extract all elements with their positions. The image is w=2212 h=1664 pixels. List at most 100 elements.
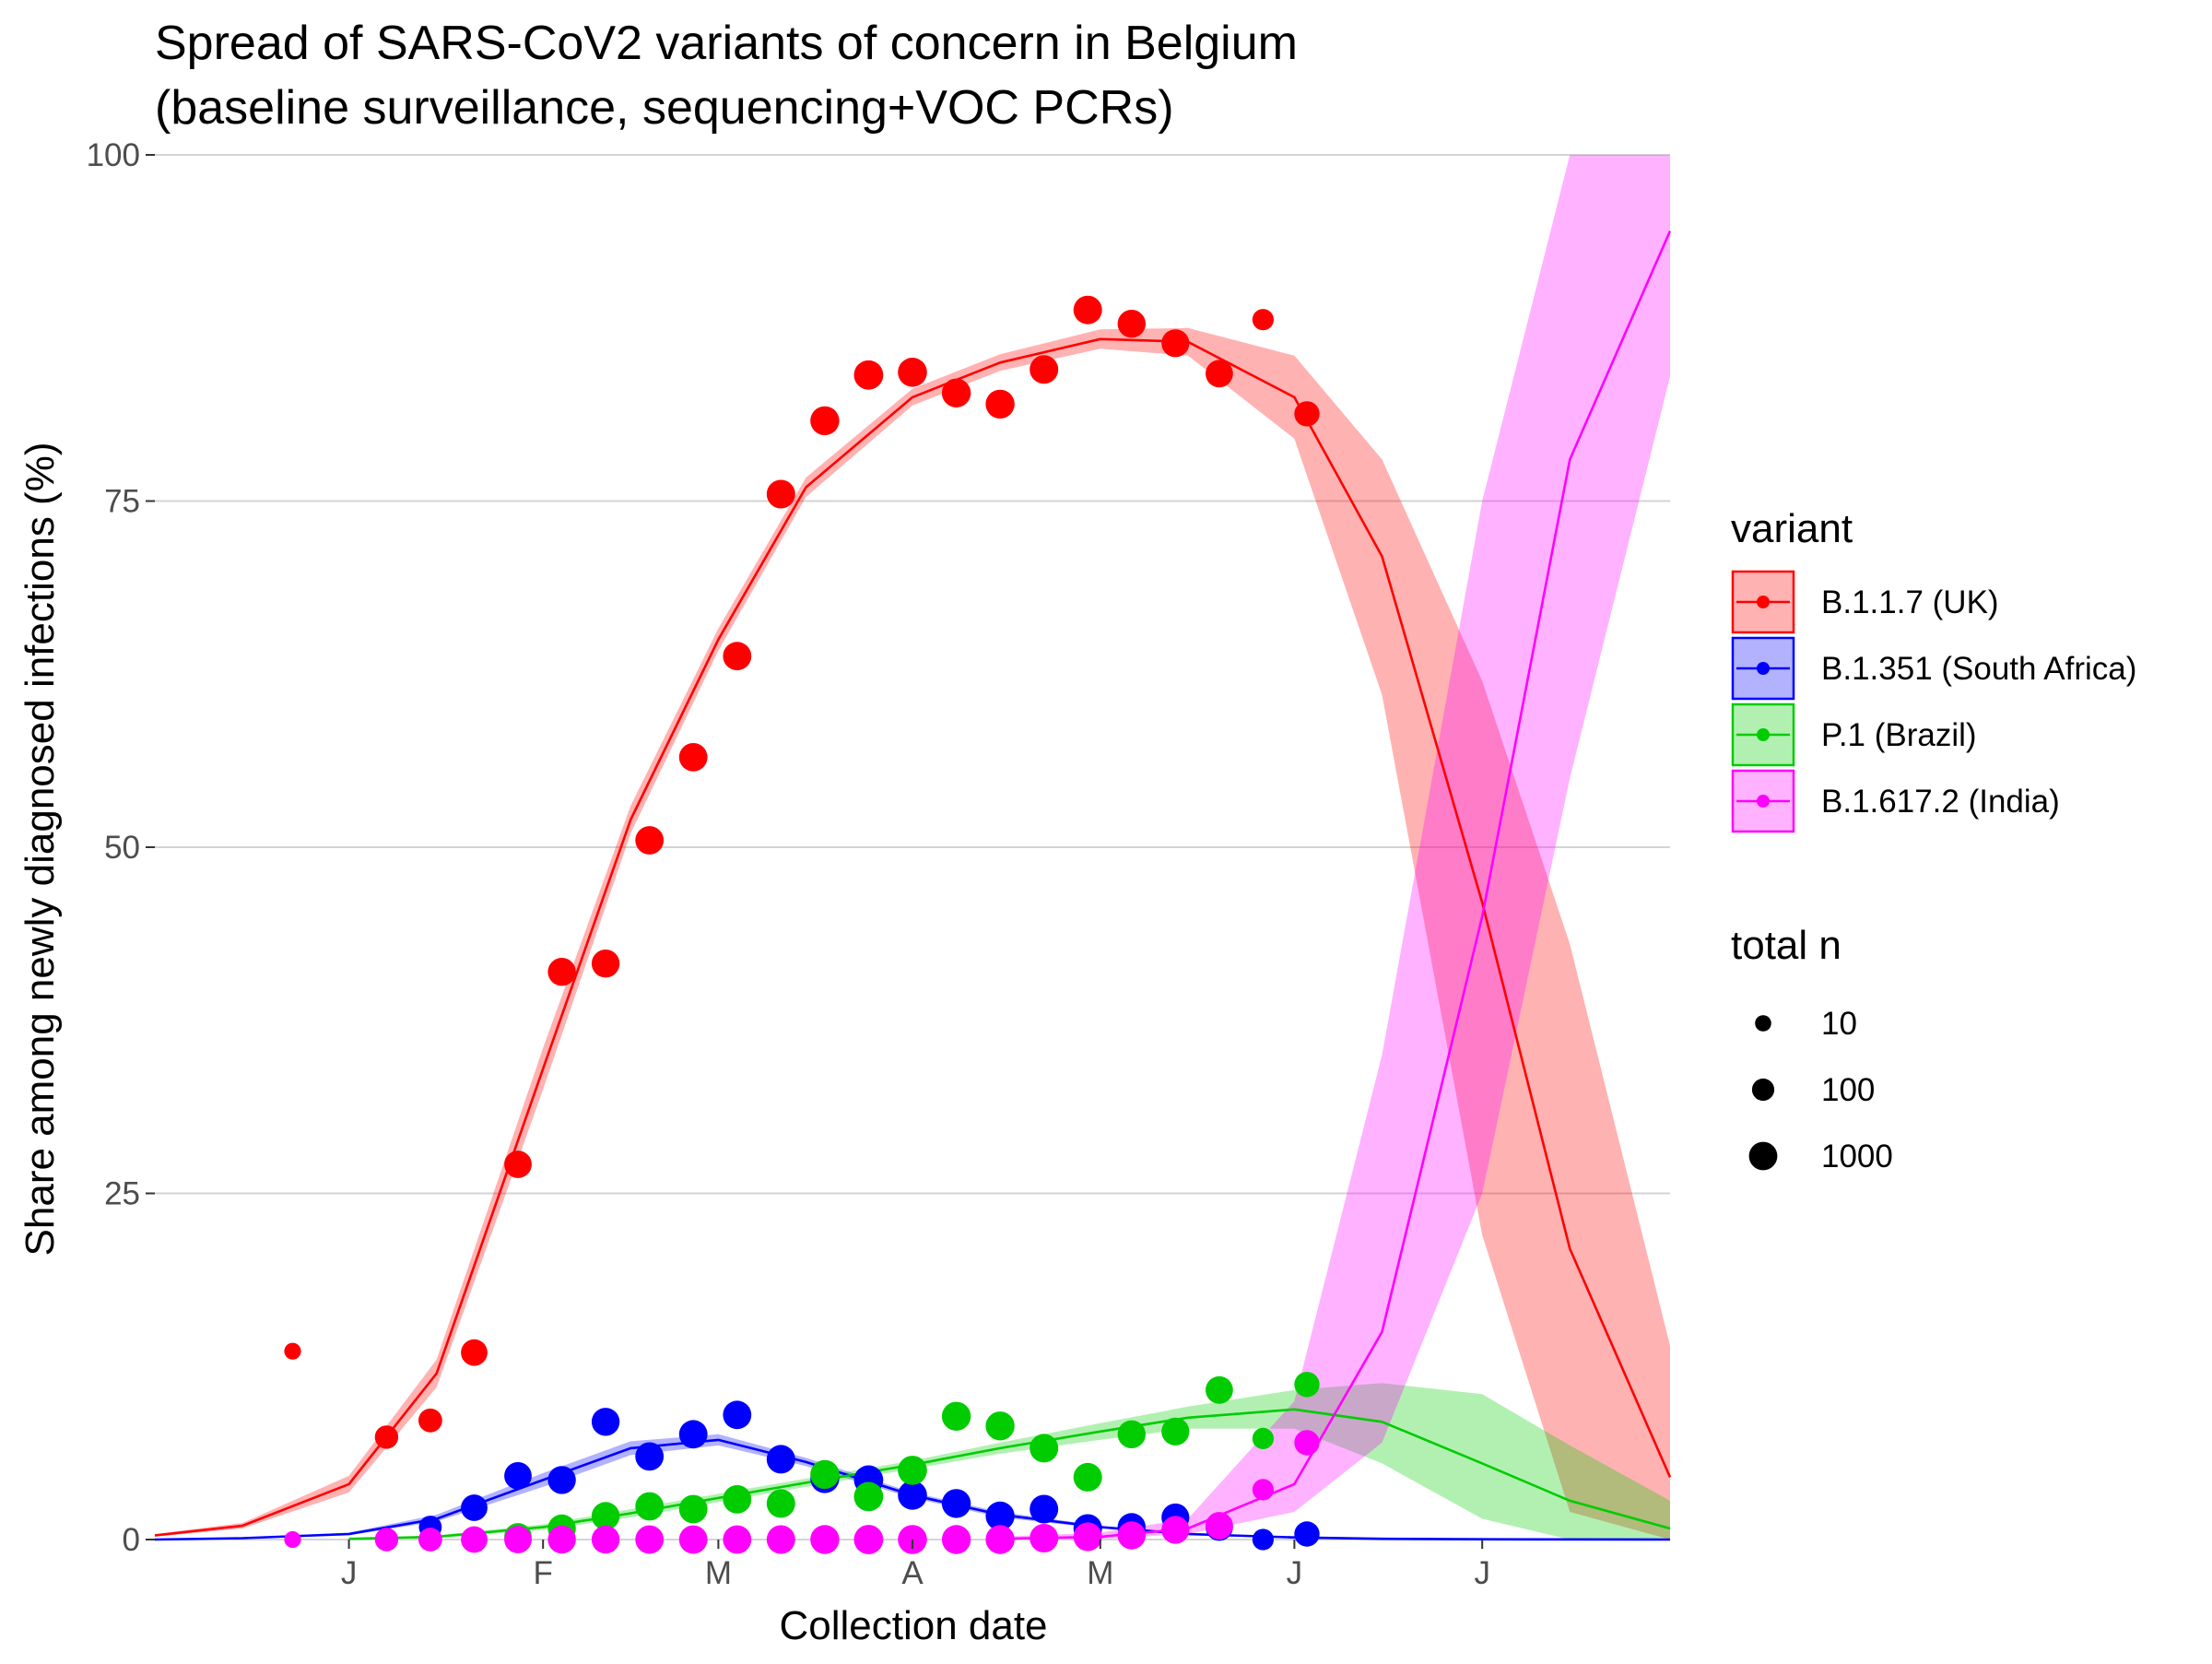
data-point-b-1-1-7-uk bbox=[1206, 360, 1233, 388]
legend-size-item: 1000 bbox=[1748, 1139, 1893, 1174]
data-point-b-1-1-7-uk bbox=[284, 1342, 301, 1360]
data-point-b-1-1-7-uk bbox=[898, 358, 927, 387]
data-point-b-1-351-south-africa bbox=[547, 1466, 576, 1494]
data-point-p-1-brazil bbox=[1294, 1372, 1320, 1398]
y-tick-label: 50 bbox=[104, 830, 140, 866]
data-point-b-1-617-2-india bbox=[678, 1525, 708, 1554]
x-axis-title: Collection date bbox=[779, 1603, 1047, 1648]
data-point-b-1-617-2-india bbox=[985, 1525, 1015, 1554]
confidence-band-p-1-brazil bbox=[348, 1383, 1671, 1540]
legend-key-point bbox=[1757, 596, 1770, 608]
data-point-p-1-brazil bbox=[678, 1494, 708, 1524]
data-point-b-1-617-2-india bbox=[766, 1525, 795, 1554]
chart-subtitle: (baseline surveillance, sequencing+VOC P… bbox=[155, 81, 1174, 135]
data-point-b-1-617-2-india bbox=[723, 1525, 752, 1554]
legend-item-b-1-617-2-india: B.1.617.2 (India) bbox=[1731, 769, 2060, 833]
data-point-b-1-1-7-uk bbox=[1252, 309, 1274, 331]
data-point-b-1-1-7-uk bbox=[853, 360, 884, 390]
data-point-b-1-351-south-africa bbox=[941, 1489, 971, 1518]
x-tick-label: F bbox=[533, 1555, 552, 1591]
y-tick-label: 25 bbox=[104, 1176, 140, 1212]
data-point-b-1-617-2-india bbox=[418, 1528, 442, 1552]
data-point-b-1-351-south-africa bbox=[635, 1442, 665, 1471]
band-layer bbox=[155, 155, 1671, 1540]
data-point-p-1-brazil bbox=[1117, 1420, 1147, 1449]
legend-key-point bbox=[1757, 662, 1770, 675]
data-point-b-1-617-2-india bbox=[374, 1528, 399, 1552]
data-point-b-1-1-7-uk bbox=[1117, 310, 1147, 338]
y-tick-label: 75 bbox=[104, 484, 140, 520]
x-tick-label: J bbox=[341, 1555, 358, 1591]
legend-item-b-1-1-7-uk: B.1.1.7 (UK) bbox=[1731, 570, 1999, 634]
data-point-b-1-617-2-india bbox=[1161, 1516, 1190, 1544]
data-point-b-1-617-2-india bbox=[810, 1525, 840, 1554]
x-tick-label: M bbox=[1087, 1555, 1113, 1591]
legend-size-dot bbox=[1748, 1141, 1778, 1171]
data-point-b-1-1-7-uk bbox=[1294, 401, 1320, 427]
data-point-b-1-617-2-india bbox=[853, 1525, 884, 1554]
data-point-b-1-1-7-uk bbox=[504, 1151, 532, 1178]
legend-size-dot bbox=[1755, 1015, 1771, 1032]
data-point-p-1-brazil bbox=[1206, 1375, 1233, 1404]
data-point-b-1-1-7-uk bbox=[723, 642, 752, 671]
x-tick-label: J bbox=[1287, 1555, 1303, 1591]
data-point-b-1-351-south-africa bbox=[461, 1494, 488, 1521]
data-point-p-1-brazil bbox=[810, 1459, 840, 1490]
data-point-p-1-brazil bbox=[766, 1489, 795, 1518]
legend-size-item: 10 bbox=[1755, 1006, 1857, 1042]
legend-size-title: total n bbox=[1731, 923, 1841, 968]
legend-key-point bbox=[1757, 728, 1770, 741]
data-point-b-1-1-7-uk bbox=[591, 950, 620, 978]
data-point-b-1-617-2-india bbox=[1030, 1524, 1059, 1552]
data-point-b-1-351-south-africa bbox=[504, 1462, 532, 1490]
legend-size-label: 10 bbox=[1821, 1006, 1857, 1042]
legend-size-label: 1000 bbox=[1821, 1139, 1893, 1174]
data-point-b-1-1-7-uk bbox=[678, 743, 708, 772]
y-tick-label: 100 bbox=[87, 137, 140, 173]
data-point-p-1-brazil bbox=[1161, 1417, 1190, 1446]
data-point-p-1-brazil bbox=[1073, 1462, 1102, 1492]
legend-color-entries: B.1.1.7 (UK) B.1.351 (South Africa) P.1 (B… bbox=[1731, 570, 2136, 833]
legend-item-p-1-brazil: P.1 (Brazil) bbox=[1731, 702, 1977, 767]
data-point-b-1-351-south-africa bbox=[766, 1445, 795, 1474]
data-point-b-1-1-7-uk bbox=[418, 1408, 442, 1433]
axis-layer: 0 25 50 75 100 J F M A M J J bbox=[87, 137, 1490, 1591]
fit-line-b-1-1-7-uk bbox=[154, 337, 1672, 1537]
confidence-band-b-1-617-2-india bbox=[1000, 155, 1670, 1540]
data-point-b-1-617-2-india bbox=[941, 1525, 971, 1554]
data-point-b-1-617-2-india bbox=[635, 1525, 665, 1554]
data-point-p-1-brazil bbox=[985, 1411, 1015, 1441]
data-point-b-1-617-2-india bbox=[461, 1526, 488, 1553]
legend: variant B.1.1.7 (UK) B.1.351 (South Afric… bbox=[1731, 506, 2136, 1174]
data-point-b-1-1-7-uk bbox=[547, 958, 576, 986]
data-point-p-1-brazil bbox=[591, 1502, 620, 1530]
data-point-b-1-617-2-india bbox=[547, 1525, 576, 1554]
data-point-b-1-1-7-uk bbox=[635, 826, 665, 855]
legend-label: B.1.351 (South Africa) bbox=[1821, 651, 2136, 687]
data-point-b-1-351-south-africa bbox=[678, 1420, 708, 1449]
data-point-b-1-1-7-uk bbox=[766, 479, 795, 509]
legend-size-item: 100 bbox=[1751, 1072, 1875, 1108]
data-point-b-1-351-south-africa bbox=[1252, 1528, 1274, 1551]
data-point-b-1-351-south-africa bbox=[723, 1400, 752, 1430]
data-point-b-1-351-south-africa bbox=[591, 1408, 620, 1436]
data-point-b-1-617-2-india bbox=[284, 1530, 301, 1549]
legend-label: P.1 (Brazil) bbox=[1821, 717, 1977, 753]
legend-label: B.1.1.7 (UK) bbox=[1821, 584, 1999, 620]
data-point-p-1-brazil bbox=[1252, 1427, 1274, 1449]
legend-key-point bbox=[1757, 795, 1770, 808]
y-axis-title: Share among newly diagnosed infections (… bbox=[18, 443, 63, 1257]
data-point-b-1-617-2-india bbox=[591, 1525, 620, 1554]
data-point-b-1-1-7-uk bbox=[1030, 355, 1059, 384]
data-point-b-1-1-7-uk bbox=[374, 1425, 399, 1449]
data-point-b-1-617-2-india bbox=[1252, 1479, 1274, 1501]
data-point-b-1-617-2-india bbox=[504, 1526, 532, 1553]
data-point-b-1-617-2-india bbox=[1294, 1430, 1320, 1456]
legend-size-label: 100 bbox=[1821, 1072, 1875, 1108]
legend-size-entries: 10 100 1000 bbox=[1748, 1006, 1893, 1174]
data-point-b-1-351-south-africa bbox=[898, 1481, 927, 1510]
data-point-b-1-617-2-india bbox=[1206, 1512, 1233, 1540]
data-point-b-1-1-7-uk bbox=[810, 406, 840, 436]
